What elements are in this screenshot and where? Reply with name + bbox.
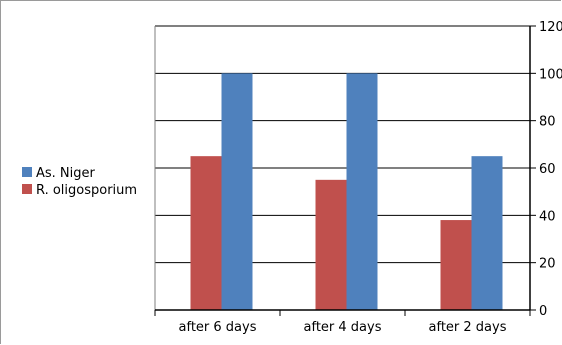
bar-r-oligosporium <box>440 220 472 310</box>
y-tick-label: 0 <box>539 304 547 319</box>
bar-r-oligosporium <box>190 156 222 310</box>
y-tick-label: 120 <box>539 20 562 35</box>
legend-swatch <box>22 167 32 177</box>
legend-swatch <box>22 184 32 194</box>
bar-r-oligosporium <box>315 179 347 310</box>
x-category-label: after 6 days <box>179 320 257 335</box>
x-category-label: after 2 days <box>429 320 507 335</box>
legend-label: As. Niger <box>36 166 96 181</box>
legend-label: R. oligosporium <box>36 183 137 198</box>
bar-as-niger <box>221 73 253 310</box>
bar-as-niger <box>346 73 378 310</box>
y-tick-label: 100 <box>539 67 562 82</box>
y-tick-label: 40 <box>539 209 556 224</box>
y-tick-label: 60 <box>539 162 556 177</box>
y-tick-label: 20 <box>539 257 556 272</box>
y-tick-label: 80 <box>539 115 556 130</box>
x-category-label: after 4 days <box>304 320 382 335</box>
bar-as-niger <box>471 156 503 310</box>
